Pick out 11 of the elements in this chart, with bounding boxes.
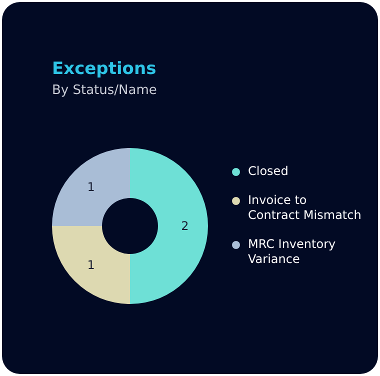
donut-slice <box>130 148 208 304</box>
data-label: 1 <box>87 258 95 272</box>
legend-label: Invoice to Contract Mismatch <box>248 192 362 222</box>
data-label: 2 <box>181 219 189 233</box>
chart-subtitle: By Status/Name <box>52 83 157 98</box>
data-label: 1 <box>87 180 95 194</box>
chart-title: Exceptions <box>52 59 156 79</box>
donut-slice <box>52 226 130 304</box>
donut-slice <box>52 148 130 226</box>
legend-label: Closed <box>248 164 288 178</box>
legend-label: MRC Inventory Variance <box>248 236 337 266</box>
